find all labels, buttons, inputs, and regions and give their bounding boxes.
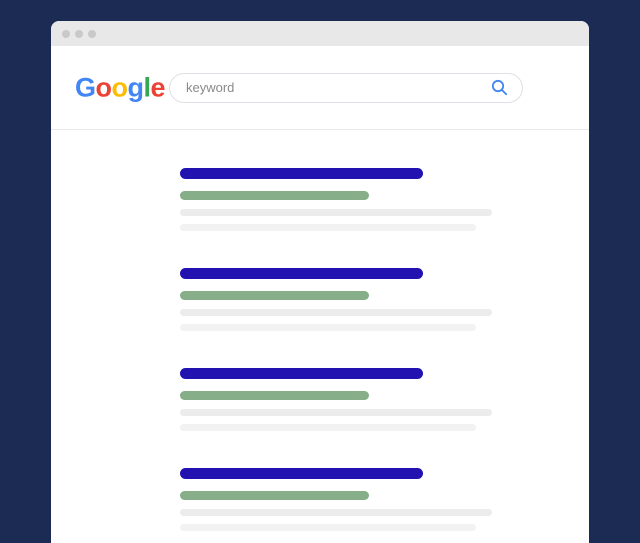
result-url-bar <box>180 491 369 500</box>
search-bar[interactable] <box>169 72 523 103</box>
logo-letter: G <box>75 72 96 102</box>
magnifier-icon <box>491 79 508 96</box>
search-button[interactable] <box>487 74 522 102</box>
result-snippet-bar <box>180 209 492 216</box>
result-url-bar <box>180 291 369 300</box>
result-snippet-bar <box>180 224 476 231</box>
logo-letter: e <box>150 72 166 102</box>
search-header: Google <box>51 46 589 130</box>
result-snippet-bar <box>180 309 492 316</box>
logo-letter: g <box>127 72 145 102</box>
window-control-dot[interactable] <box>88 29 96 38</box>
search-result-item <box>180 268 589 331</box>
logo-letter: o <box>95 72 113 102</box>
browser-window: Google <box>51 21 589 543</box>
result-snippet-bar <box>180 324 476 331</box>
result-title-bar[interactable] <box>180 268 423 279</box>
logo-letter: l <box>143 72 152 102</box>
search-result-item <box>180 468 589 531</box>
result-snippet-bar <box>180 409 492 416</box>
browser-titlebar <box>51 21 589 46</box>
search-result-item <box>180 368 589 431</box>
result-snippet-bar <box>180 424 476 431</box>
result-url-bar <box>180 191 369 200</box>
result-title-bar[interactable] <box>180 468 423 479</box>
result-url-bar <box>180 391 369 400</box>
result-title-bar[interactable] <box>180 368 423 379</box>
result-title-bar[interactable] <box>180 168 423 179</box>
logo-letter: o <box>111 72 129 102</box>
google-logo: Google <box>75 72 166 102</box>
search-input[interactable] <box>170 80 487 95</box>
search-result-item <box>180 168 589 231</box>
result-snippet-bar <box>180 524 476 531</box>
result-snippet-bar <box>180 509 492 516</box>
window-control-dot[interactable] <box>62 29 70 38</box>
search-results-list <box>51 130 589 531</box>
window-control-dot[interactable] <box>75 29 83 38</box>
